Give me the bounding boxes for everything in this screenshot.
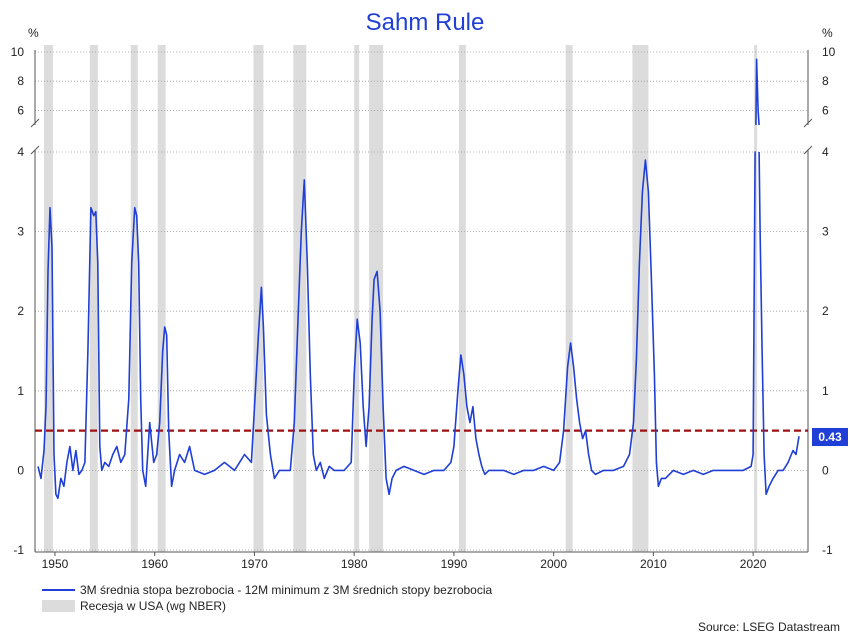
last-value-box bbox=[812, 428, 848, 446]
sahm-rule-series-line bbox=[37, 58, 800, 500]
y-tick-label-left: 10 bbox=[11, 45, 25, 59]
y-tick-label-left: 6 bbox=[17, 103, 24, 117]
recession-band bbox=[369, 45, 384, 552]
axis-break-mark bbox=[30, 145, 40, 155]
y-tick-label-right: 6 bbox=[822, 103, 829, 117]
x-tick-label: 2010 bbox=[640, 557, 667, 571]
recession-band bbox=[253, 45, 264, 552]
y-tick-label-right: 1 bbox=[822, 384, 829, 398]
y-tick-label-left: 0 bbox=[17, 463, 24, 477]
chart-title: Sahm Rule bbox=[366, 9, 485, 36]
grid-lines bbox=[35, 51, 808, 551]
y-tick-label-right: 3 bbox=[822, 225, 829, 239]
last-value-label: 0.43 bbox=[818, 430, 842, 444]
x-tick-label: 1960 bbox=[141, 557, 168, 571]
recession-band bbox=[293, 45, 307, 552]
y-tick-label-right: 10 bbox=[822, 45, 836, 59]
y-tick-label-left: 2 bbox=[17, 304, 24, 318]
legend-series-label: 3M średnia stopa bezrobocia - 12M minimu… bbox=[80, 583, 493, 597]
y-tick-label-left: 1 bbox=[17, 384, 24, 398]
source-note: Source: LSEG Datastream bbox=[698, 620, 840, 634]
recession-band bbox=[354, 45, 360, 552]
y-tick-label-left: 3 bbox=[17, 225, 24, 239]
right-unit-label: % bbox=[822, 26, 833, 40]
axis-break-mark bbox=[803, 145, 813, 155]
y-tick-label-right: 2 bbox=[822, 304, 829, 318]
y-tick-label-left: 8 bbox=[17, 74, 24, 88]
recession-band bbox=[754, 45, 758, 552]
recession-band bbox=[157, 45, 166, 552]
y-tick-label-right: -1 bbox=[822, 543, 833, 557]
axis-break-mark bbox=[803, 118, 813, 128]
recession-bands bbox=[43, 45, 758, 552]
legend-recession-label: Recesja w USA (wg NBER) bbox=[80, 599, 226, 613]
legend: 3M średnia stopa bezrobocia - 12M minimu… bbox=[42, 583, 493, 613]
last-value-badge: 0.43 bbox=[812, 428, 848, 446]
y-tick-label-right: 8 bbox=[822, 74, 829, 88]
recession-band bbox=[632, 45, 649, 552]
x-tick-label: 2000 bbox=[540, 557, 567, 571]
recession-band bbox=[89, 45, 98, 552]
x-tick-label: 1990 bbox=[441, 557, 468, 571]
x-tick-label: 2020 bbox=[740, 557, 767, 571]
y-tick-label-left: 4 bbox=[17, 145, 24, 159]
x-tick-label: 1970 bbox=[241, 557, 268, 571]
left-unit-label: % bbox=[28, 26, 39, 40]
x-tick-label: 1980 bbox=[341, 557, 368, 571]
y-tick-label-left: -1 bbox=[13, 543, 24, 557]
series-line bbox=[37, 58, 800, 500]
axis-break-mark bbox=[30, 118, 40, 128]
y-tick-label-right: 0 bbox=[822, 463, 829, 477]
legend-recession-swatch bbox=[42, 600, 75, 612]
y-tick-label-right: 4 bbox=[822, 145, 829, 159]
recession-band bbox=[565, 45, 573, 552]
recession-band bbox=[130, 45, 138, 552]
axes: -1 -1 0 0 1 1 2 2 3 3 4 4 6 6 8 8 10 10 1950 1960 1970 1980 19… bbox=[11, 45, 836, 571]
recession-band bbox=[458, 45, 466, 552]
recession-band bbox=[43, 45, 53, 552]
x-tick-label: 1950 bbox=[42, 557, 69, 571]
